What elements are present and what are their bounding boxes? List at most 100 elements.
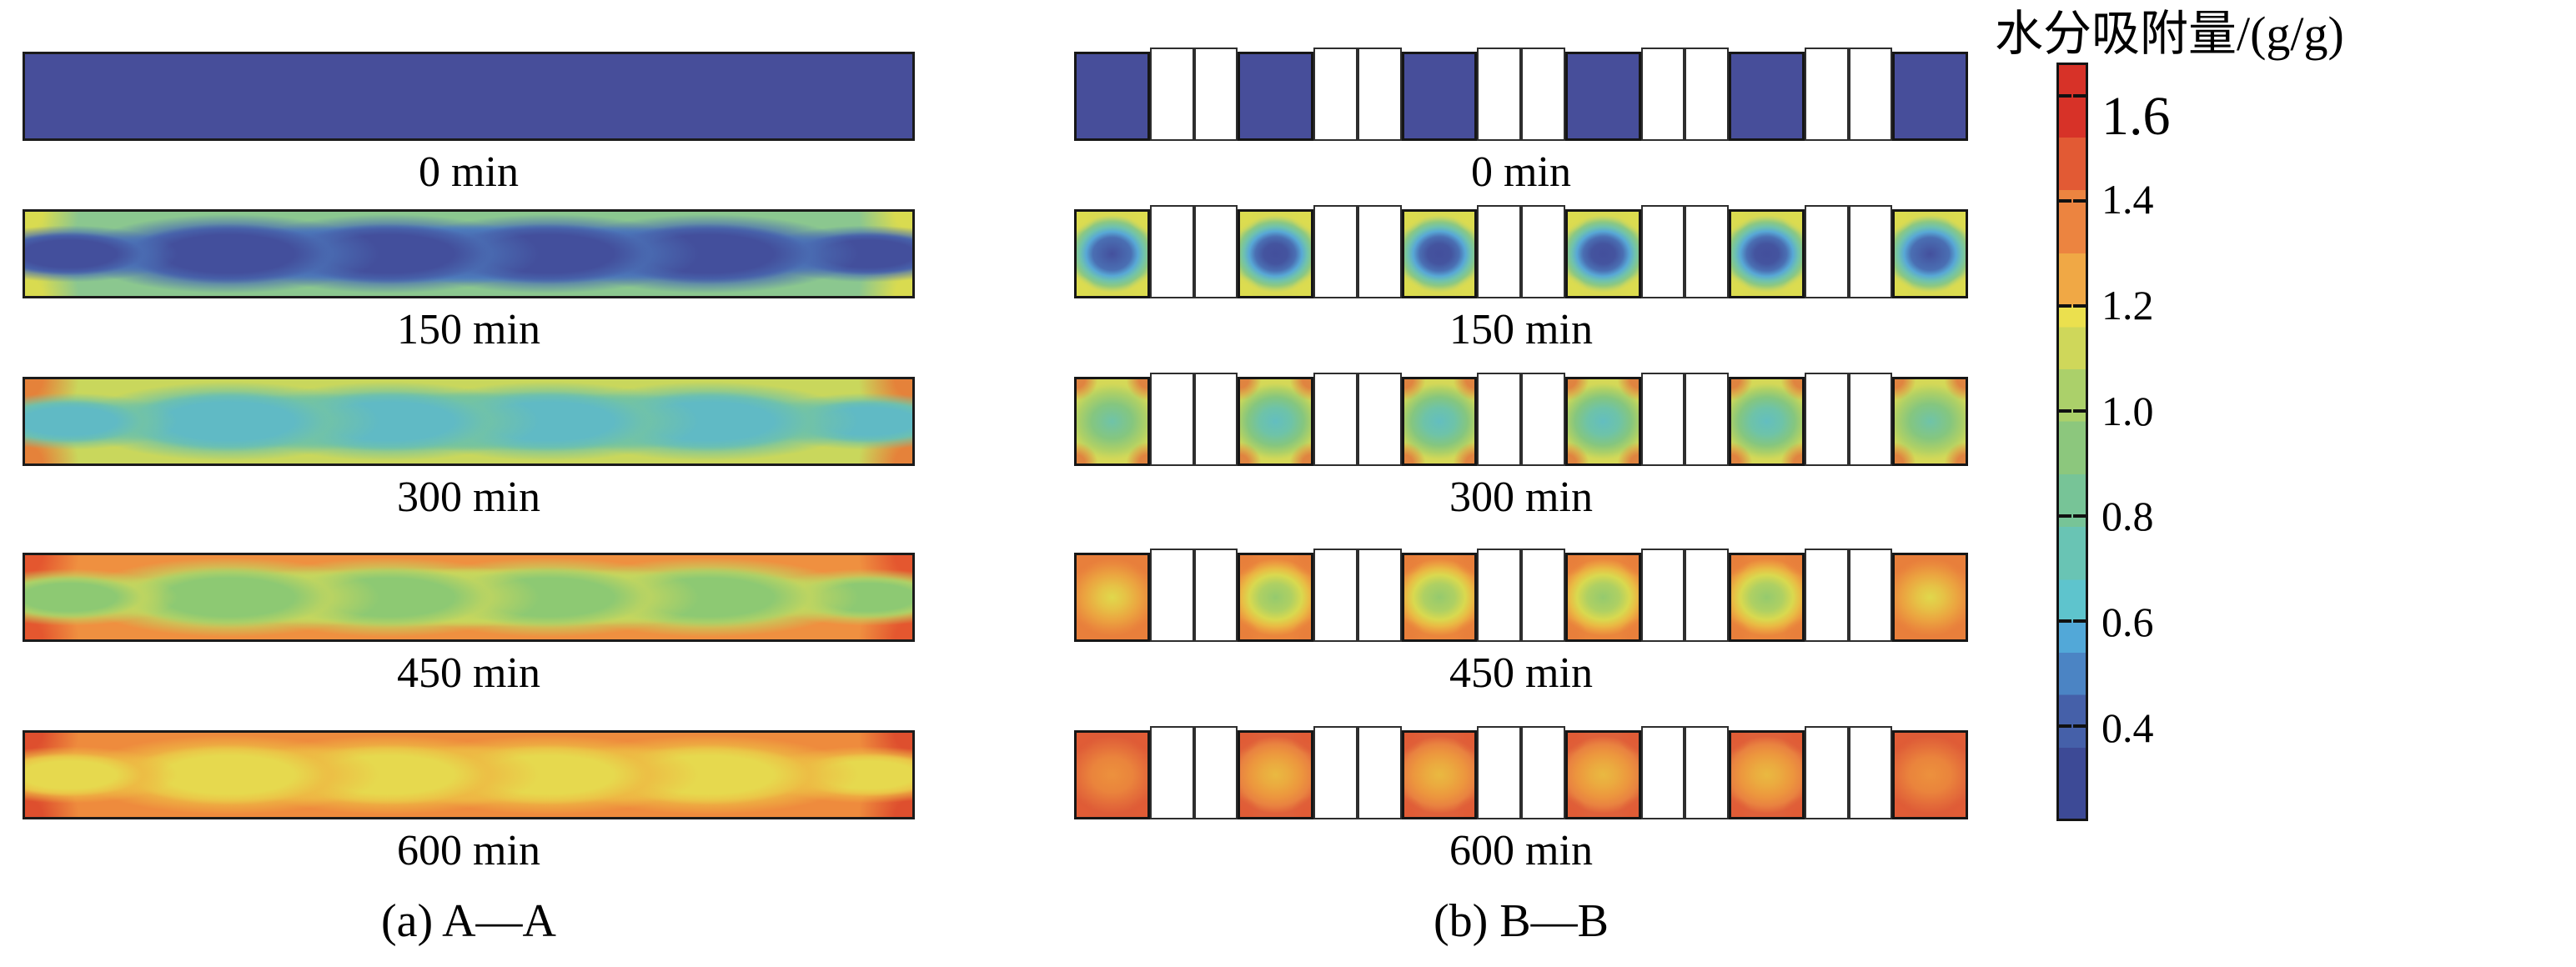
- empty-cell: [1357, 48, 1402, 141]
- empty-cell: [1193, 48, 1238, 141]
- adsorbent-segment: [1074, 377, 1150, 466]
- empty-cell: [1804, 373, 1849, 466]
- colorbar-tick-label: 1.0: [2101, 387, 2154, 434]
- adsorbent-segment: [1564, 730, 1641, 819]
- empty-cell: [1477, 205, 1522, 298]
- empty-cell: [1848, 726, 1893, 819]
- empty-cell: [1193, 373, 1238, 466]
- empty-cell: [1149, 726, 1194, 819]
- colorbar-tick-mark: [2059, 93, 2071, 98]
- adsorbent-segment: [1238, 730, 1314, 819]
- adsorbent-segment: [1892, 553, 1969, 642]
- adsorbent-segment: [1401, 52, 1478, 141]
- colorbar-tick-label: 1.6: [2101, 86, 2171, 148]
- adsorbent-segment: [1401, 553, 1478, 642]
- empty-cell: [1313, 205, 1358, 298]
- colorbar-tick-mark: [2073, 93, 2086, 98]
- contour-bar-a: [23, 52, 915, 141]
- empty-cell: [1149, 48, 1194, 141]
- empty-cell: [1804, 549, 1849, 642]
- empty-cell: [1193, 726, 1238, 819]
- time-label: 450 min: [1449, 649, 1593, 697]
- colorbar-tick-mark: [2073, 303, 2086, 308]
- empty-cell: [1193, 205, 1238, 298]
- segmented-bar-b: [1074, 205, 1969, 298]
- adsorbent-segment: [1729, 553, 1805, 642]
- empty-cell: [1640, 373, 1685, 466]
- colorbar-tick-label: 0.6: [2101, 599, 2154, 646]
- empty-cell: [1477, 373, 1522, 466]
- colorbar-tick-mark: [2073, 408, 2086, 413]
- adsorbent-segment: [1401, 209, 1478, 298]
- adsorbent-segment: [1238, 209, 1314, 298]
- time-label: 450 min: [397, 649, 540, 697]
- empty-cell: [1193, 549, 1238, 642]
- adsorbent-segment: [1238, 553, 1314, 642]
- empty-cell: [1804, 205, 1849, 298]
- empty-cell: [1477, 48, 1522, 141]
- contour-bar-a: [23, 209, 915, 298]
- colorbar-tick-mark: [2073, 198, 2086, 203]
- time-label: 150 min: [397, 306, 540, 353]
- adsorbent-segment: [1729, 730, 1805, 819]
- colorbar-tick-mark: [2059, 619, 2071, 623]
- empty-cell: [1848, 205, 1893, 298]
- colorbar-tick-label: 0.8: [2101, 493, 2154, 540]
- adsorbent-segment: [1892, 730, 1969, 819]
- empty-cell: [1477, 726, 1522, 819]
- empty-cell: [1640, 205, 1685, 298]
- time-label: 0 min: [1471, 148, 1571, 196]
- colorbar-tick-label: 1.2: [2101, 281, 2154, 328]
- empty-cell: [1149, 373, 1194, 466]
- empty-cell: [1357, 205, 1402, 298]
- colorbar-tick-label: 1.4: [2101, 175, 2154, 223]
- adsorbent-segment: [1564, 52, 1641, 141]
- empty-cell: [1640, 48, 1685, 141]
- empty-cell: [1313, 726, 1358, 819]
- colorbar-tick-mark: [2073, 514, 2086, 518]
- colorbar-tick-mark: [2059, 198, 2071, 203]
- adsorbent-segment: [1074, 553, 1150, 642]
- contour-bar-a: [23, 553, 915, 642]
- time-label: 0 min: [419, 148, 519, 196]
- time-label: 150 min: [1449, 306, 1593, 353]
- adsorbent-segment: [1729, 377, 1805, 466]
- segmented-bar-b: [1074, 549, 1969, 642]
- adsorbent-segment: [1729, 52, 1805, 141]
- empty-cell: [1848, 48, 1893, 141]
- panel-b-caption: (b) B—B: [1434, 895, 1609, 947]
- time-label: 600 min: [397, 827, 540, 874]
- adsorbent-segment: [1892, 377, 1969, 466]
- empty-cell: [1357, 549, 1402, 642]
- empty-cell: [1521, 48, 1565, 141]
- empty-cell: [1640, 549, 1685, 642]
- adsorbent-segment: [1401, 377, 1478, 466]
- colorbar: [2056, 63, 2088, 821]
- segmented-bar-b: [1074, 726, 1969, 819]
- empty-cell: [1521, 205, 1565, 298]
- empty-cell: [1685, 205, 1729, 298]
- contour-bar-a: [23, 377, 915, 466]
- adsorbent-segment: [1564, 553, 1641, 642]
- empty-cell: [1804, 726, 1849, 819]
- empty-cell: [1357, 726, 1402, 819]
- colorbar-tick-mark: [2059, 724, 2071, 728]
- empty-cell: [1685, 549, 1729, 642]
- empty-cell: [1149, 549, 1194, 642]
- adsorbent-segment: [1074, 52, 1150, 141]
- colorbar-tick-mark: [2059, 303, 2071, 308]
- empty-cell: [1521, 726, 1565, 819]
- segmented-bar-b: [1074, 373, 1969, 466]
- empty-cell: [1477, 549, 1522, 642]
- empty-cell: [1313, 48, 1358, 141]
- adsorbent-segment: [1238, 52, 1314, 141]
- adsorbent-segment: [1564, 209, 1641, 298]
- empty-cell: [1685, 726, 1729, 819]
- adsorbent-segment: [1074, 730, 1150, 819]
- adsorbent-segment: [1892, 209, 1969, 298]
- time-label: 300 min: [397, 473, 540, 521]
- contour-bar-a: [23, 730, 915, 819]
- colorbar-tick-mark: [2073, 724, 2086, 728]
- empty-cell: [1685, 48, 1729, 141]
